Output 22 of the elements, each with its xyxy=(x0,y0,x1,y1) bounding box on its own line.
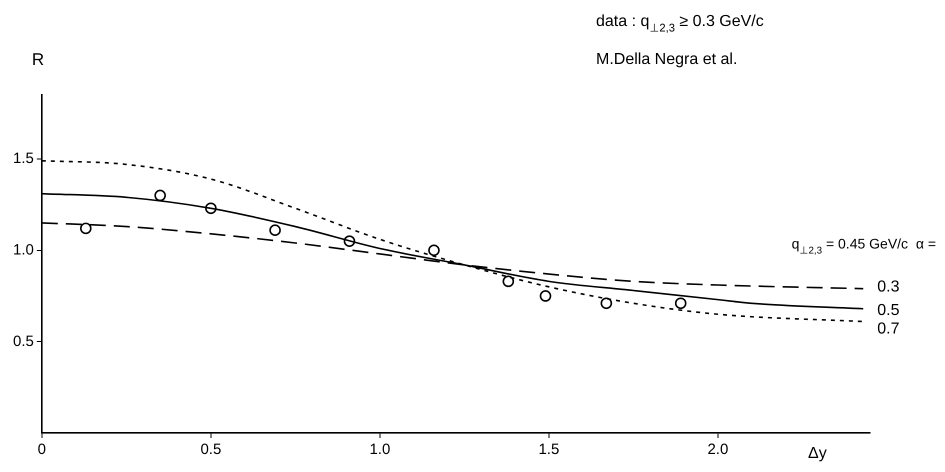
point xyxy=(600,297,612,310)
series-label: 0.3 xyxy=(877,278,900,296)
y-tick-label: 1.0 xyxy=(12,241,34,258)
y-axis-title: R xyxy=(32,50,44,69)
series-label: 0.7 xyxy=(877,320,900,338)
y-tick-label: 1.5 xyxy=(12,150,34,168)
x-tick-label: 0 xyxy=(38,441,46,458)
x-tick-label: 2.0 xyxy=(707,441,728,458)
point xyxy=(540,290,552,302)
series-label: 0.5 xyxy=(877,302,900,319)
text: M.Della Negra et al. xyxy=(596,51,738,68)
x-tick-label: 1.0 xyxy=(369,441,390,458)
x-tick-label: 0.5 xyxy=(200,441,222,458)
point xyxy=(674,297,687,310)
point xyxy=(269,224,281,236)
y-tick-label: 0.5 xyxy=(12,332,34,350)
point xyxy=(154,190,166,202)
point xyxy=(502,276,514,288)
point xyxy=(80,222,92,234)
x-tick-label: 1.5 xyxy=(538,441,560,458)
x-axis-title: Δy xyxy=(808,445,827,462)
point xyxy=(428,244,440,256)
